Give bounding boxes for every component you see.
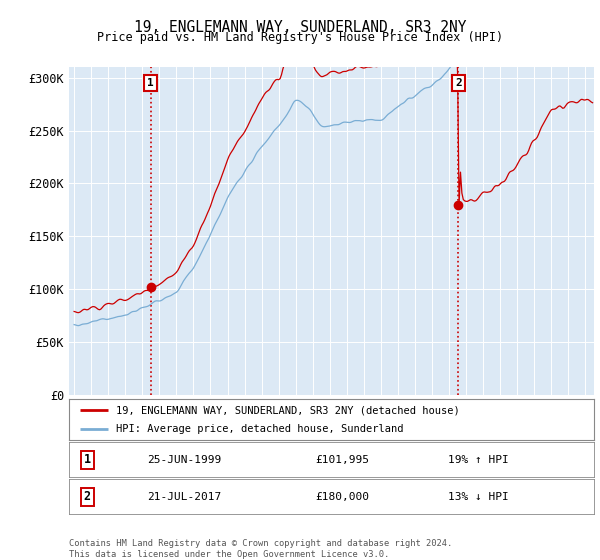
Text: 2: 2 [84, 490, 91, 503]
Text: 1: 1 [147, 78, 154, 88]
Text: £180,000: £180,000 [315, 492, 369, 502]
Text: £101,995: £101,995 [315, 455, 369, 465]
Text: HPI: Average price, detached house, Sunderland: HPI: Average price, detached house, Sund… [116, 424, 404, 433]
Text: 1: 1 [84, 453, 91, 466]
Text: 19% ↑ HPI: 19% ↑ HPI [448, 455, 509, 465]
Text: 21-JUL-2017: 21-JUL-2017 [148, 492, 221, 502]
Text: 13% ↓ HPI: 13% ↓ HPI [448, 492, 509, 502]
Text: Contains HM Land Registry data © Crown copyright and database right 2024.
This d: Contains HM Land Registry data © Crown c… [69, 539, 452, 559]
Text: Price paid vs. HM Land Registry's House Price Index (HPI): Price paid vs. HM Land Registry's House … [97, 31, 503, 44]
Text: 19, ENGLEMANN WAY, SUNDERLAND, SR3 2NY: 19, ENGLEMANN WAY, SUNDERLAND, SR3 2NY [134, 20, 466, 35]
Text: 2: 2 [455, 78, 462, 88]
Text: 19, ENGLEMANN WAY, SUNDERLAND, SR3 2NY (detached house): 19, ENGLEMANN WAY, SUNDERLAND, SR3 2NY (… [116, 405, 460, 415]
Text: 25-JUN-1999: 25-JUN-1999 [148, 455, 221, 465]
